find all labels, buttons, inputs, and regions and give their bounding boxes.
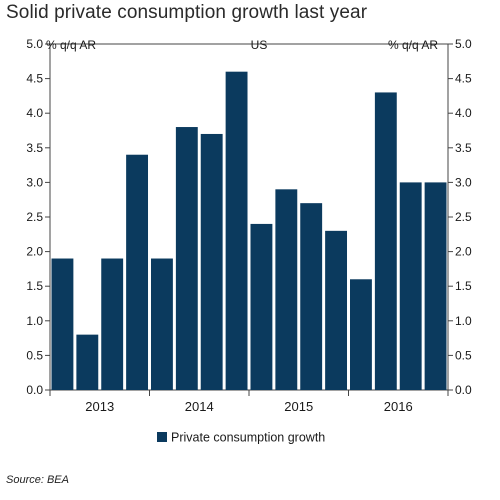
source-note: Source: BEA [6, 474, 69, 486]
y-tick-label-right: 2.0 [455, 245, 472, 259]
y-tick-label-left: 1.5 [26, 279, 43, 293]
y-tick-label-right: 0.0 [455, 383, 472, 397]
bar [175, 127, 198, 390]
bar [374, 92, 397, 390]
y-tick-label-right: 1.5 [455, 279, 472, 293]
y-tick-label-left: 3.0 [26, 175, 43, 189]
y-tick-label-left: 4.0 [26, 106, 43, 120]
y-tick-label-right: 0.5 [455, 348, 472, 362]
bar [424, 182, 447, 390]
y-tick-label-right: 3.5 [455, 141, 472, 155]
y-tick-label-left: 0.5 [26, 348, 43, 362]
bar [300, 203, 323, 390]
y-tick-label-left: 0.0 [26, 383, 43, 397]
bar [51, 258, 74, 390]
y-axis-label-right: % q/q AR [388, 38, 438, 52]
y-tick-label-left: 3.5 [26, 141, 43, 155]
bar [200, 133, 223, 390]
bar [350, 279, 372, 390]
legend-label: Private consumption growth [171, 431, 325, 445]
y-axis-label-left: % q/q AR [46, 38, 96, 52]
y-tick-label-left: 4.5 [26, 72, 43, 86]
x-tick-label-year: 2016 [384, 399, 413, 414]
x-tick-label-year: 2014 [185, 399, 214, 414]
x-tick-label-year: 2013 [85, 399, 114, 414]
bar [76, 334, 99, 390]
y-tick-label-left: 1.0 [26, 314, 43, 328]
y-tick-label-left: 2.5 [26, 210, 43, 224]
x-tick-label-year: 2015 [284, 399, 313, 414]
bar [126, 154, 149, 390]
y-tick-label-right: 5.0 [455, 37, 472, 51]
y-tick-label-left: 5.0 [26, 37, 43, 51]
y-tick-label-right: 1.0 [455, 314, 472, 328]
bar [151, 258, 173, 390]
panel-label: US [251, 38, 268, 52]
y-tick-label-right: 4.5 [455, 72, 472, 86]
y-tick-label-left: 2.0 [26, 245, 43, 259]
legend-swatch [157, 432, 167, 442]
bar [275, 189, 298, 390]
bar [250, 223, 273, 390]
y-tick-label-right: 3.0 [455, 175, 472, 189]
y-tick-label-right: 2.5 [455, 210, 472, 224]
bar [101, 258, 124, 390]
bar [325, 230, 348, 390]
chart-title: Solid private consumption growth last ye… [6, 2, 368, 23]
y-tick-label-right: 4.0 [455, 106, 472, 120]
bar [225, 71, 248, 391]
bar [399, 182, 422, 390]
